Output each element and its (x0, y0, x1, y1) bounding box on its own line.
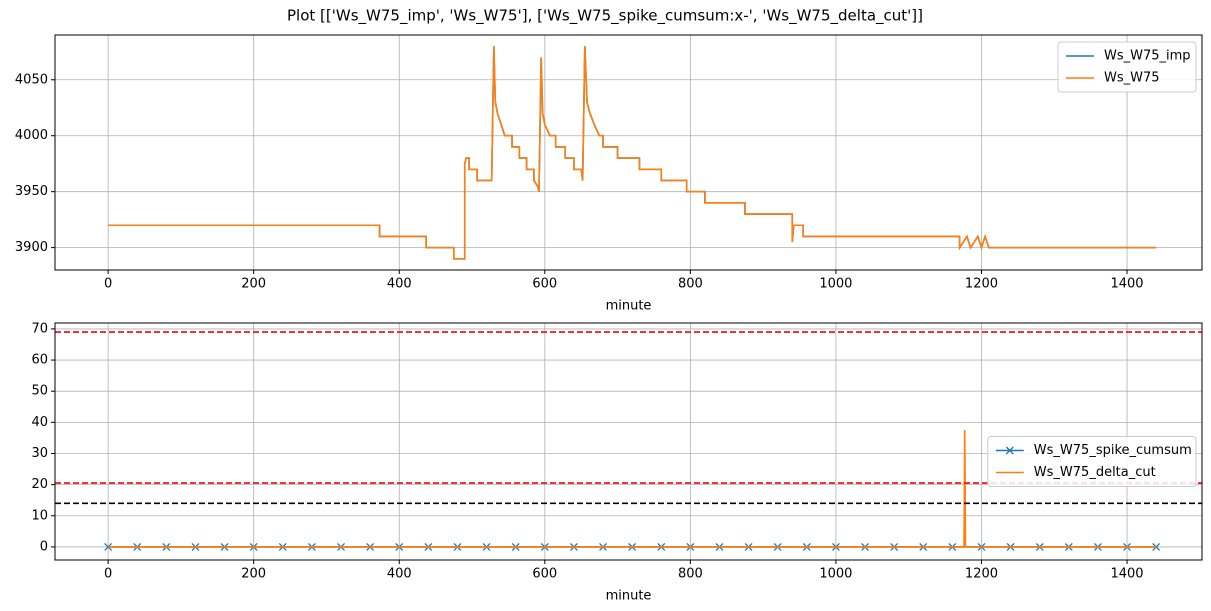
x-tick-label: 1400 (1110, 567, 1143, 582)
legend-box (987, 436, 1197, 487)
legend-label: Ws_W75_imp (1104, 49, 1191, 64)
y-tick-label: 20 (31, 477, 48, 492)
y-tick-label: 4000 (15, 128, 48, 143)
y-tick-label: 40 (31, 415, 48, 430)
x-axis-label: minute (606, 589, 652, 604)
plot-area (108, 46, 1157, 260)
legend-label: Ws_W75_delta_cut (1034, 465, 1156, 480)
x-tick-label: 400 (387, 277, 412, 292)
axes: 0 200 400 600 800 1000 1200 1400 0 10 20 30 40 50 60 70… (31, 321, 1203, 604)
x-tick-label: 1000 (819, 567, 852, 582)
x-tick-label: 600 (532, 567, 557, 582)
legend-marker (1005, 446, 1014, 455)
figure-title: Plot [['Ws_W75_imp', 'Ws_W75'], ['Ws_W75… (287, 7, 923, 26)
x-tick-label: 800 (678, 567, 703, 582)
x-tick-label: 1000 (819, 277, 852, 292)
y-tick-label: 4050 (15, 72, 48, 87)
legend: Ws_W75_imp Ws_W75 (1057, 41, 1197, 93)
y-tick-label: 30 (31, 446, 48, 461)
y-tick-label: 0 (40, 539, 48, 554)
marker (104, 542, 113, 551)
axes-frame (54, 34, 1203, 271)
x-tick-label: 600 (532, 277, 557, 292)
y-tick-label: 50 (31, 384, 48, 399)
y-tick-label: 70 (31, 321, 48, 336)
x-tick-label: 1400 (1110, 277, 1143, 292)
y-tick-label: 60 (31, 353, 48, 368)
x-tick-label: 800 (678, 277, 703, 292)
x-tick-label: 200 (241, 277, 266, 292)
y-tick-label: 3900 (15, 240, 48, 255)
axes-frame (54, 322, 1203, 561)
x-tick-label: 400 (387, 567, 412, 582)
legend-box (1057, 41, 1197, 93)
x-tick-label: 200 (241, 567, 266, 582)
legend-label: Ws_W75_spike_cumsum (1034, 443, 1192, 458)
series-line (108, 46, 1157, 260)
series-line (108, 46, 1157, 260)
x-tick-label: 0 (104, 277, 112, 292)
x-axis-label: minute (606, 299, 652, 314)
plot-area (55, 331, 1202, 551)
axes: 0 200 400 600 800 1000 1200 1400 3900 3950 4000 405… (15, 34, 1203, 314)
y-tick-label: 10 (31, 508, 48, 523)
y-tick-label: 3950 (15, 184, 48, 199)
x-tick-label: 1200 (965, 567, 998, 582)
legend: Ws_W75_spike_cumsum Ws_W75_delta_cut (987, 436, 1197, 487)
series-line (108, 430, 1157, 548)
legend-label: Ws_W75 (1104, 71, 1160, 86)
x-tick-label: 1200 (965, 277, 998, 292)
x-tick-label: 0 (104, 567, 112, 582)
